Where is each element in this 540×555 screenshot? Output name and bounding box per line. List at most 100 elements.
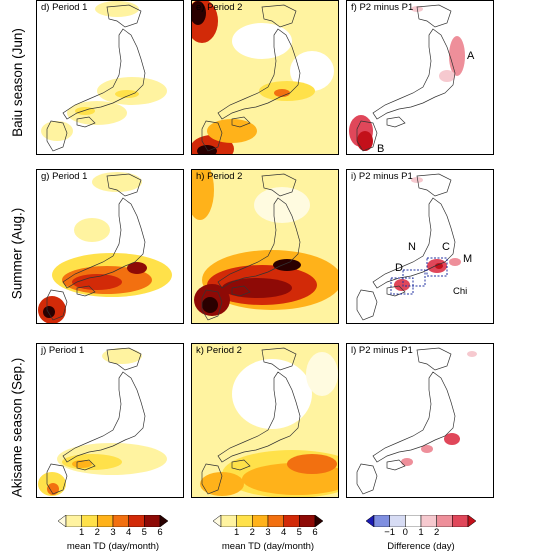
colorbar-swatches: [213, 515, 323, 527]
panel-title: f) P2 minus P1: [351, 2, 414, 13]
colorbar-extend-low: [213, 515, 222, 527]
colorbar-tick-label: 3: [110, 527, 116, 538]
map-panel-i: [356, 173, 461, 321]
region-boxes: [390, 257, 448, 295]
panel-i-diff-aug: i) P2 minus P1 N C M D Chi: [346, 169, 494, 324]
colorbar-extend-high: [159, 515, 168, 527]
panel-d-period1-jun: d) Period 1: [36, 0, 184, 155]
coastline-2: [386, 459, 406, 471]
region-label-D: D: [395, 262, 403, 274]
colorbar-swatch: [389, 515, 406, 527]
coastline-2: [76, 285, 96, 297]
region-label-A: A: [467, 50, 475, 62]
panel-l-diff-sep: l) P2 minus P1: [346, 343, 494, 498]
coastline-0: [106, 173, 142, 197]
panel-title: h) Period 2: [196, 171, 243, 182]
colorbar-swatch: [436, 515, 453, 527]
panel-h-period2-aug: h) Period 2: [191, 169, 339, 324]
coastline-3: [201, 463, 223, 495]
region-label-B: B: [377, 143, 385, 155]
colorbar-tick-label: 1: [79, 527, 85, 538]
panel-title: k) Period 2: [196, 345, 242, 356]
colorbar-label: mean TD (day/month): [66, 541, 160, 552]
colorbar-swatch: [405, 515, 422, 527]
coastline-1: [62, 197, 146, 289]
map-panel-e: [192, 1, 338, 154]
map-panel-d: [41, 1, 167, 152]
coastline-2: [231, 459, 251, 471]
coastline-2: [76, 116, 96, 128]
colorbar-swatch: [252, 515, 269, 527]
region-label-M: M: [463, 253, 473, 265]
panel-title: l) P2 minus P1: [351, 345, 413, 356]
colorbar-tick-label: 6: [157, 527, 163, 538]
row-label-akisame: Akisame season (Sep.): [9, 357, 25, 497]
td-field: [41, 1, 167, 141]
colorbar-extend-low: [58, 515, 67, 527]
coastline-2: [76, 459, 96, 471]
colorbar-swatch: [283, 515, 300, 527]
map-panel-l: [356, 347, 477, 495]
coastline-3: [356, 289, 378, 321]
td-field: [200, 352, 338, 497]
coastline-3: [201, 120, 223, 152]
colorbar-swatch: [299, 515, 316, 527]
colorbar-swatch: [128, 515, 145, 527]
colorbar-swatch: [220, 515, 237, 527]
coastline-3: [46, 120, 68, 152]
coastline-1: [372, 197, 456, 289]
colorbar-tick-label: 5: [141, 527, 147, 538]
coastline-1: [217, 371, 301, 463]
panel-e-period2-jun: e) Period 2: [191, 0, 339, 155]
colorbar-extend-high: [314, 515, 323, 527]
colorbar-swatches: [58, 515, 168, 527]
region-label-N: N: [408, 241, 416, 253]
panel-title: g) Period 1: [41, 171, 88, 182]
colorbar-swatch: [65, 515, 82, 527]
colorbar-swatches: [366, 515, 476, 527]
coastline-0: [416, 173, 452, 197]
map-panel-k: [192, 344, 338, 497]
colorbar-extend-low: [366, 515, 375, 527]
coastline-0: [261, 173, 297, 197]
coastline-3: [46, 463, 68, 495]
coastline-0: [416, 347, 452, 371]
coastline-0: [106, 4, 142, 28]
region-label-C: C: [442, 241, 450, 253]
coastline-0: [261, 347, 297, 371]
map-panel-g: [38, 172, 172, 323]
colorbar-swatch: [373, 515, 390, 527]
coastline-0: [416, 4, 452, 28]
colorbar-tick-label: 4: [126, 527, 132, 538]
coastline-1: [372, 28, 456, 120]
colorbar-tick-label: 5: [296, 527, 302, 538]
coastline-2: [231, 116, 251, 128]
coastline-1: [62, 371, 146, 463]
panel-g-period1-aug: g) Period 1: [36, 169, 184, 324]
colorbar-tick-label: −1: [384, 527, 396, 538]
panel-title: j) Period 1: [41, 345, 85, 356]
colorbar-tick-label: 1: [418, 527, 424, 538]
coastline-3: [201, 289, 223, 321]
panel-title: d) Period 1: [41, 2, 88, 13]
colorbar-swatch: [81, 515, 98, 527]
td-field: [38, 172, 172, 323]
colorbar-tick-label: 6: [312, 527, 318, 538]
colorbar-tick-label: 0: [402, 527, 408, 538]
coastline-1: [372, 371, 456, 463]
panel-title: i) P2 minus P1: [351, 171, 413, 182]
map-panel-f: [349, 4, 465, 152]
region-label-Chi: Chi: [453, 286, 468, 297]
colorbar-tick-label: 2: [94, 527, 100, 538]
map-panel-j: [38, 347, 167, 496]
colorbar-label: Difference (day): [387, 541, 455, 552]
panel-k-period2-sep: k) Period 2: [191, 343, 339, 498]
colorbar-swatch: [144, 515, 161, 527]
panel-f-diff-jun: f) P2 minus P1 A B: [346, 0, 494, 155]
colorbar-swatch: [267, 515, 284, 527]
panel-j-period1-sep: j) Period 1: [36, 343, 184, 498]
coastline-3: [356, 120, 378, 152]
colorbar-swatch: [236, 515, 253, 527]
